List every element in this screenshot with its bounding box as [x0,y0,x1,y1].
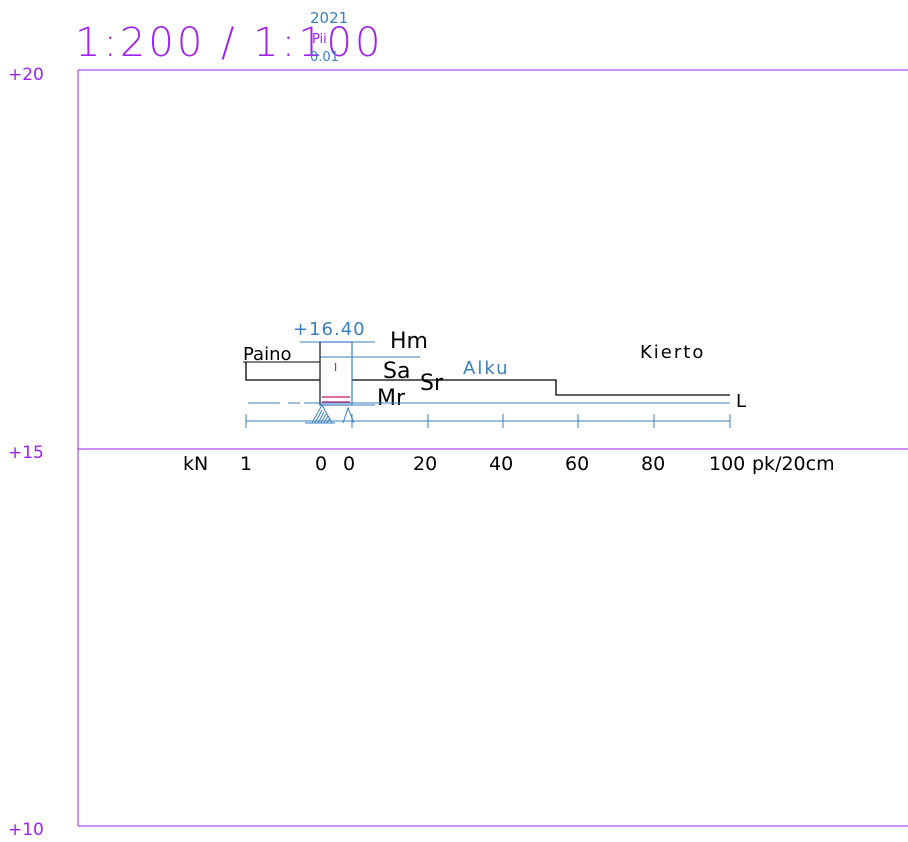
axis-tick-40: 40 [489,453,513,475]
kierto-label: Kierto [640,342,705,363]
year-label: 2021 [310,9,348,27]
surface-level-label: +16.40 [293,319,366,340]
column-mark: I [334,361,337,374]
axis-tick-80: 80 [641,453,665,475]
axis-unit-pk: pk/20cm [752,453,835,475]
paino-label: Paino [243,344,292,365]
elevation-bottom: +10 [8,820,44,840]
scale-label: 1:200 / 1:100 [75,20,383,66]
elevation-mid: +15 [8,443,44,463]
code-label: Pii [312,32,327,47]
axis-tick-60: 60 [565,453,589,475]
soil-sr-label: Sr [420,371,444,396]
scale-axis-ticks [245,414,731,428]
axis-unit-kn: kN [183,453,208,475]
l-label: L [736,391,746,412]
axis-tick-0a: 0 [315,453,327,475]
alku-label: Alku [463,358,510,379]
soil-mr-label: Mr [377,386,406,411]
axis-tick-0b: 0 [343,453,355,475]
resistance-profile-line [352,379,730,396]
axis-tick-1: 1 [240,453,252,475]
axis-tick-100: 100 [709,453,745,475]
elevation-top: +20 [8,65,44,85]
paino-profile-line [245,362,320,381]
stop-symbol [305,403,335,424]
soil-hm-label: Hm [390,329,428,354]
axis-tick-20: 20 [413,453,437,475]
sub-label: 0.01 [310,50,339,65]
